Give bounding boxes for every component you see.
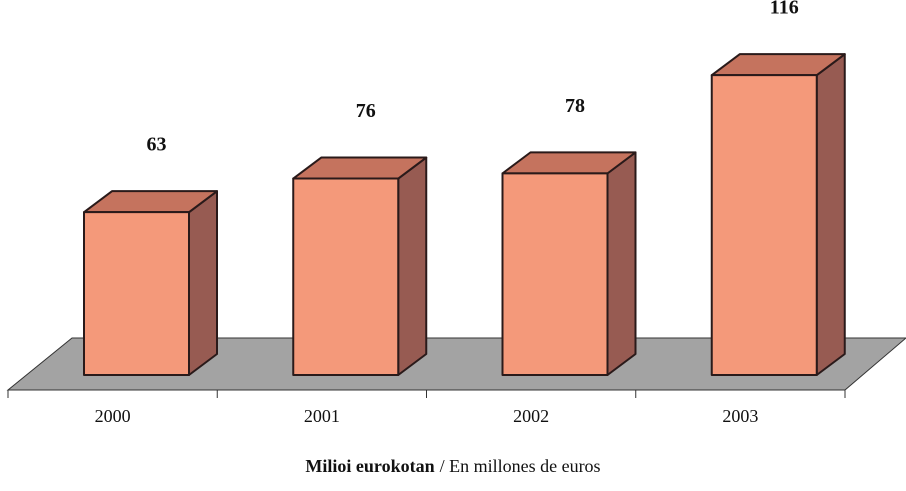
value-label: 78: [565, 95, 585, 117]
bar: [292, 177, 400, 376]
x-tick-label: 2003: [722, 406, 758, 426]
caption: Milioi eurokotan / En millones de euros: [305, 456, 600, 476]
caption-regular: / En millones de euros: [440, 456, 601, 476]
caption-bold: Milioi eurokotan: [305, 456, 434, 476]
bar-side: [606, 151, 637, 376]
bar: [83, 211, 190, 376]
value-label: 76: [356, 100, 376, 122]
bar: [710, 74, 818, 376]
bar-side: [188, 190, 218, 376]
x-tick-label: 2001: [304, 406, 340, 426]
value-label: 116: [770, 0, 799, 19]
bar-side: [815, 53, 846, 376]
bar-side: [397, 156, 428, 376]
value-label: 63: [147, 134, 167, 156]
x-tick-label: 2000: [95, 406, 131, 426]
x-tick-label: 2002: [513, 406, 549, 426]
bar: [501, 172, 609, 376]
